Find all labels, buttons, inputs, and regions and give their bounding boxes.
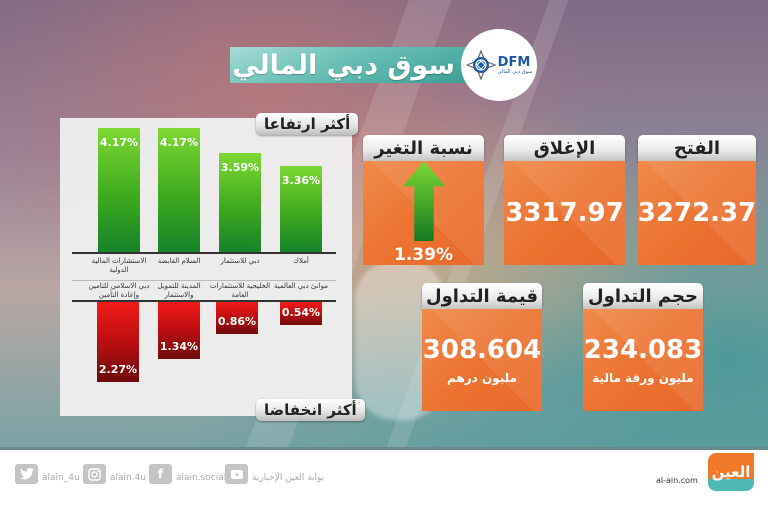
losers-title: أكثر انخفاضا <box>256 399 365 421</box>
dfm-logo: DFM سوق دبي المالي <box>461 29 537 101</box>
site-url[interactable]: al-ain.com <box>656 476 698 485</box>
change-card: نسبة التغير 1.39% <box>363 135 484 265</box>
turnover-label: قيمة التداول <box>422 283 542 309</box>
gainers-axis <box>72 252 336 254</box>
gainer-label: السلام القابضة <box>157 257 201 265</box>
page-title: سوق دبي المالي <box>232 49 455 81</box>
loser-bar: 0.54% <box>280 302 322 325</box>
gainer-value: 4.17% <box>99 136 139 149</box>
turnover-value: 308.604 <box>422 335 542 365</box>
youtube-channel: بوابة العين الإخبارية <box>252 473 325 483</box>
loser-value: 0.86% <box>217 315 257 328</box>
loser-label: دبي الاسلامي للتامين وإعادة التأمين <box>88 282 150 299</box>
change-value: 1.39% <box>394 245 453 265</box>
open-value: 3272.37 <box>638 198 756 228</box>
alain-logo-text: العين <box>711 463 751 481</box>
volume-card: حجم التداول 234.083 مليون ورقة مالية <box>583 283 703 411</box>
title-banner: سوق دبي المالي <box>230 47 475 83</box>
close-value: 3317.97 <box>505 198 624 228</box>
facebook-icon: f <box>149 464 172 484</box>
gainer-label: الاستشارات المالية الدولية <box>91 257 147 274</box>
close-card: الإغلاق 3317.97 <box>504 135 625 265</box>
volume-unit: مليون ورقة مالية <box>592 371 694 385</box>
gainer-value: 3.36% <box>281 174 321 187</box>
loser-bar: 2.27% <box>97 302 139 382</box>
open-card: الفتح 3272.37 <box>638 135 756 265</box>
social-instagram[interactable]: alain.4u <box>83 464 146 484</box>
volume-label: حجم التداول <box>583 283 703 309</box>
gainer-bar: 4.17% <box>98 128 140 252</box>
gainers-title: أكثر ارتفاعا <box>256 113 359 135</box>
gainer-bar: 4.17% <box>158 128 200 252</box>
open-label: الفتح <box>638 135 756 161</box>
social-facebook[interactable]: f alain.social <box>149 464 226 484</box>
twitter-handle: alain_4u <box>42 473 80 483</box>
loser-value: 0.54% <box>281 306 321 319</box>
twitter-icon <box>15 464 38 484</box>
losers-axis <box>72 300 336 302</box>
loser-value: 1.34% <box>159 340 199 353</box>
gainer-bar: 3.59% <box>219 153 261 252</box>
footer: alain_4u alain.4u f alain.social بوابة ا… <box>0 447 768 510</box>
gainer-value: 4.17% <box>159 136 199 149</box>
change-label: نسبة التغير <box>363 135 484 161</box>
close-label: الإغلاق <box>504 135 625 161</box>
volume-value: 234.083 <box>583 335 703 365</box>
gainers-losers-chart: 4.17% 4.17% 3.59% 3.36% الاستشارات المال… <box>60 118 352 416</box>
instagram-handle: alain.4u <box>110 473 147 483</box>
loser-bar: 0.86% <box>216 302 258 334</box>
gainer-bar: 3.36% <box>280 166 322 252</box>
facebook-handle: alain.social <box>176 473 227 483</box>
dfm-abbr: DFM <box>497 54 531 70</box>
social-youtube[interactable]: بوابة العين الإخبارية <box>225 464 324 484</box>
youtube-icon <box>225 464 248 484</box>
gainer-label: أملاك <box>293 257 309 265</box>
loser-bar: 1.34% <box>158 302 200 359</box>
social-twitter[interactable]: alain_4u <box>15 464 80 484</box>
turnover-unit: مليون درهم <box>447 371 517 385</box>
turnover-card: قيمة التداول 308.604 مليون درهم <box>422 283 542 411</box>
gainer-value: 3.59% <box>220 161 260 174</box>
loser-label: الخليجية للاستثمارات العامة <box>209 282 271 299</box>
alain-logo: العين <box>708 453 754 491</box>
dfm-subtitle: سوق دبي المالي <box>497 68 533 75</box>
arrow-up-icon <box>402 161 445 241</box>
loser-label: المدينة للتمويل والاستثمار <box>157 282 201 299</box>
loser-label: موانئ دبي العالمية <box>273 282 329 290</box>
dfm-emblem-icon <box>465 50 496 80</box>
gainer-label: دبي للاستثمار <box>220 257 260 265</box>
loser-value: 2.27% <box>98 363 138 376</box>
instagram-icon <box>83 464 106 484</box>
section-divider <box>72 280 336 281</box>
